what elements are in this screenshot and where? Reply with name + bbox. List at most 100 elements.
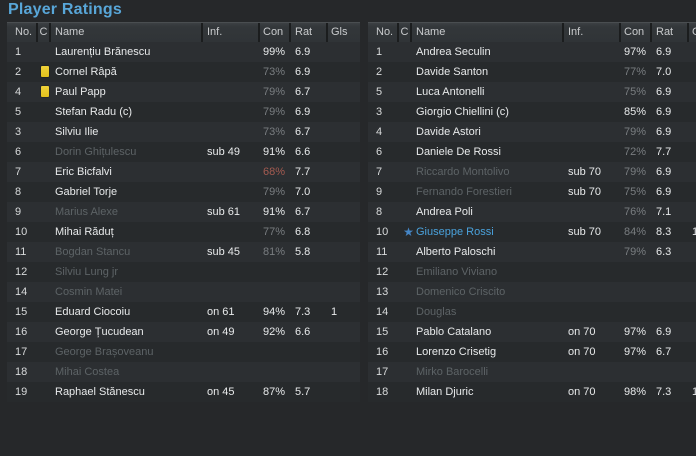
player-row[interactable]: 18 Milan Djuric on 70 98% 7.3 1 — [368, 382, 696, 402]
card-cell — [399, 262, 412, 282]
player-row[interactable]: 7 Riccardo Montolivo sub 70 79% 6.9 — [368, 162, 696, 182]
player-row[interactable]: 9 Fernando Forestieri sub 70 75% 6.9 — [368, 182, 696, 202]
column-header-goals[interactable]: Gls — [331, 26, 348, 38]
player-sub-info — [564, 82, 621, 102]
page-title: Player Ratings — [8, 1, 122, 18]
player-row[interactable]: 15 Pablo Catalano on 70 97% 6.9 — [368, 322, 696, 342]
player-rating: 7.1 — [656, 206, 672, 218]
column-header-goals[interactable]: Gls — [689, 23, 696, 42]
player-rating: 7.3 — [656, 386, 672, 398]
player-row[interactable]: 4 Paul Papp 79% 6.7 — [7, 82, 360, 102]
player-row[interactable]: 4 Davide Astori 79% 6.9 — [368, 122, 696, 142]
player-rating: 7.3 — [295, 306, 311, 318]
player-rating: 5.7 — [295, 386, 311, 398]
player-row[interactable]: 17 Mirko Barocelli — [368, 362, 696, 382]
player-goals — [328, 222, 360, 242]
table-header: No. C Name Inf. Con Rat Gls — [7, 22, 360, 42]
player-condition: 91% — [263, 206, 286, 218]
column-header-info[interactable]: Inf. — [203, 23, 260, 42]
column-header-rating[interactable]: Rat — [652, 23, 689, 42]
player-sub-info: sub 61 — [207, 206, 241, 218]
column-header-condition[interactable]: Con — [260, 23, 291, 42]
player-number: 11 — [15, 246, 27, 258]
player-number: 14 — [376, 306, 389, 318]
player-row[interactable]: 18 Mihai Costea — [7, 362, 360, 382]
column-header-rating[interactable]: Rat — [291, 23, 328, 42]
player-row[interactable]: 19 Raphael Stănescu on 45 87% 5.7 — [7, 382, 360, 402]
player-row[interactable]: 15 Eduard Ciocoiu on 61 94% 7.3 1 — [7, 302, 360, 322]
player-sub-info — [203, 42, 260, 62]
player-sub-info: on 70 — [568, 386, 596, 398]
player-rating: 6.9 — [656, 126, 672, 138]
player-row[interactable]: 6 Dorin Ghițulescu sub 49 91% 6.6 — [7, 142, 360, 162]
player-sub-info — [203, 342, 260, 362]
player-sub-info: on 70 — [568, 326, 596, 338]
player-row[interactable]: 6 Daniele De Rossi 72% 7.7 — [368, 142, 696, 162]
player-goals — [689, 82, 696, 102]
player-goals — [328, 102, 360, 122]
player-row[interactable]: 8 Andrea Poli 76% 7.1 — [368, 202, 696, 222]
player-row[interactable]: 7 Eric Bicfalvi 68% 7.7 — [7, 162, 360, 182]
player-row[interactable]: 2 Davide Santon 77% 7.0 — [368, 62, 696, 82]
card-cell — [38, 122, 51, 142]
player-name: Daniele De Rossi — [416, 146, 501, 158]
card-cell — [38, 102, 51, 122]
player-sub-info: sub 70 — [568, 226, 602, 238]
player-number: 15 — [15, 306, 28, 318]
player-row[interactable]: 2 Cornel Râpă 73% 6.9 — [7, 62, 360, 82]
player-goals — [328, 142, 360, 162]
player-row[interactable]: 14 Cosmin Matei — [7, 282, 360, 302]
player-row[interactable]: 14 Douglas — [368, 302, 696, 322]
card-cell — [399, 322, 412, 342]
player-row[interactable]: 10 Mihai Răduț 77% 6.8 — [7, 222, 360, 242]
yellow-card-icon — [40, 66, 49, 77]
player-row[interactable]: 1 Laurențiu Brănescu 99% 6.9 — [7, 42, 360, 62]
player-row[interactable]: 16 Lorenzo Crisetig on 70 97% 6.7 — [368, 342, 696, 362]
player-rating: 6.9 — [656, 166, 672, 178]
player-row[interactable]: 17 George Brașoveanu — [7, 342, 360, 362]
player-row[interactable]: 12 Emiliano Viviano — [368, 262, 696, 282]
player-row[interactable]: 11 Bogdan Stancu sub 45 81% 5.8 — [7, 242, 360, 262]
player-row[interactable]: 13 Domenico Criscito — [368, 282, 696, 302]
player-number: 15 — [376, 326, 389, 338]
player-row[interactable]: 16 George Țucudean on 49 92% 6.6 — [7, 322, 360, 342]
player-row[interactable]: 9 Marius Alexe sub 61 91% 6.7 — [7, 202, 360, 222]
player-name: Dorin Ghițulescu — [55, 146, 137, 158]
player-number: 12 — [15, 266, 28, 278]
player-row[interactable]: 10 ★ Giuseppe Rossi sub 70 84% 8.3 1 — [368, 222, 696, 242]
player-condition — [621, 282, 652, 302]
column-header-no[interactable]: No. — [7, 23, 38, 42]
column-header-card[interactable]: C — [399, 23, 412, 42]
column-header-condition[interactable]: Con — [621, 23, 652, 42]
player-number: 14 — [15, 286, 28, 298]
player-goals — [689, 242, 696, 262]
column-header-no[interactable]: No. — [368, 23, 399, 42]
player-rating: 6.8 — [295, 226, 311, 238]
player-row[interactable]: 5 Luca Antonelli 75% 6.9 — [368, 82, 696, 102]
player-number: 17 — [376, 366, 389, 378]
player-name: Gabriel Torje — [55, 186, 118, 198]
player-rating: 8.3 — [656, 226, 672, 238]
player-name: Laurențiu Brănescu — [55, 46, 151, 58]
card-cell — [38, 242, 51, 262]
player-row[interactable]: 1 Andrea Seculin 97% 6.9 — [368, 42, 696, 62]
player-row[interactable]: 5 Stefan Radu (c) 79% 6.9 — [7, 102, 360, 122]
column-header-info[interactable]: Inf. — [564, 23, 621, 42]
player-condition: 94% — [263, 306, 286, 318]
column-header-card[interactable]: C — [38, 23, 51, 42]
player-sub-info: sub 49 — [207, 146, 241, 158]
player-condition: 76% — [624, 206, 647, 218]
player-name: Domenico Criscito — [416, 286, 506, 298]
player-goals — [689, 302, 696, 322]
player-goals — [328, 162, 360, 182]
player-row[interactable]: 11 Alberto Paloschi 79% 6.3 — [368, 242, 696, 262]
player-row[interactable]: 8 Gabriel Torje 79% 7.0 — [7, 182, 360, 202]
player-row[interactable]: 12 Silviu Lung jr — [7, 262, 360, 282]
player-row[interactable]: 3 Giorgio Chiellini (c) 85% 6.9 — [368, 102, 696, 122]
player-rating: 6.9 — [656, 326, 672, 338]
player-row[interactable]: 3 Silviu Ilie 73% 6.7 — [7, 122, 360, 142]
column-header-name[interactable]: Name — [51, 23, 203, 42]
player-number: 2 — [376, 66, 383, 78]
player-number: 19 — [15, 386, 28, 398]
column-header-name[interactable]: Name — [412, 23, 564, 42]
